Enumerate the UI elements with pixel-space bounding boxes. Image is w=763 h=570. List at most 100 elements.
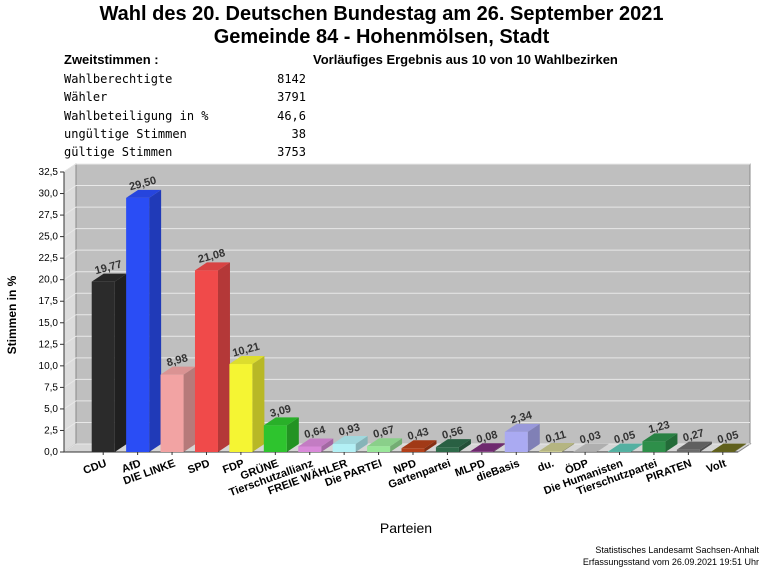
bar-top (263, 417, 299, 426)
stat-value: 8142 (277, 72, 306, 86)
y-tick-label: 10,0 (39, 361, 59, 372)
grid-line-side (63, 185, 77, 194)
bar-side (321, 438, 334, 452)
grid-line-side (63, 314, 77, 324)
bar-value-label: 0,43 (406, 426, 430, 443)
bar-value-label: 0,93 (337, 422, 361, 439)
y-tick-label: 25,0 (39, 232, 59, 243)
grid-line-side (63, 335, 77, 345)
stats-table: Wahlberechtigte 8142 Wähler 3791 Wahlbet… (64, 72, 306, 163)
bar-top (332, 435, 368, 444)
bar-value-label: 0,08 (475, 429, 499, 446)
bar (229, 364, 253, 452)
grid-line-side (63, 443, 77, 453)
grid-line-side (63, 206, 77, 216)
bar-top (608, 443, 644, 452)
stat-label: ungültige Stimmen (64, 126, 187, 141)
stat-label: gültige Stimmen (64, 145, 173, 160)
bar-side (527, 423, 540, 452)
y-tick-label: 12,5 (39, 339, 59, 350)
stat-value: 46,6 (277, 108, 306, 123)
bar-top (573, 443, 609, 452)
section-label: Zweitstimmen : (64, 52, 159, 67)
bar (332, 443, 356, 452)
bar-side (424, 440, 437, 452)
bar-top (367, 438, 403, 447)
bar-value-label: 0,67 (372, 424, 396, 441)
bar-side (217, 262, 230, 452)
grid-line-side (63, 292, 77, 302)
chart-title-line1: Wahl des 20. Deutschen Bundestag am 26. … (99, 3, 664, 25)
bar (539, 451, 563, 452)
stat-label: Wahlbeteiligung in % (64, 108, 209, 123)
footer-source: Statistisches Landesamt Sachsen-Anhalt (595, 545, 759, 555)
bar-value-label: 3,09 (269, 403, 293, 420)
x-tick-label: Volt (705, 457, 728, 475)
bar-top (160, 366, 196, 375)
bar-top (676, 441, 712, 450)
bar-top (194, 262, 230, 271)
bar-value-label: 0,05 (716, 429, 740, 446)
stat-row: Wahlberechtigte 8142 (64, 72, 306, 90)
bar-side (390, 438, 403, 452)
bar-side (252, 356, 265, 452)
bar (470, 451, 494, 452)
bar (160, 374, 184, 452)
bar (194, 270, 218, 452)
x-axis-label: Parteien (379, 520, 433, 536)
bar (401, 448, 425, 452)
y-tick-label: 22,5 (39, 253, 59, 264)
footer-timestamp: Erfassungsstand vom 26.09.2021 19:51 Uhr (582, 557, 759, 567)
grid-line-side (63, 228, 77, 238)
y-tick-label: 32,5 (39, 167, 59, 178)
bar-value-label: 0,03 (578, 429, 602, 446)
y-tick-label: 17,5 (39, 296, 59, 307)
bar-side (734, 443, 747, 452)
y-tick-label: 27,5 (39, 210, 59, 221)
bar (91, 281, 115, 452)
bar-side (665, 433, 678, 452)
y-tick-label: 15,0 (39, 318, 59, 329)
plot-side-wall (63, 163, 77, 453)
stat-value: 38 (291, 126, 306, 141)
x-tick-label: du. (536, 458, 556, 475)
bar-side (596, 443, 609, 452)
stat-row: ungültige Stimmen 38 (64, 127, 306, 145)
stat-label: Wahlberechtigte (64, 72, 173, 86)
result-status: Vorläufiges Ergebnis aus 10 von 10 Wahlb… (313, 52, 618, 67)
bar (676, 449, 700, 452)
bar-side (631, 443, 644, 452)
y-tick-label: 0,0 (44, 447, 58, 458)
bar-value-label: 0,64 (303, 424, 328, 441)
bar-top (229, 356, 265, 365)
chart-title-line2: Gemeinde 84 - Hohenmölsen, Stadt (213, 26, 550, 48)
stat-label: Wähler (64, 90, 108, 105)
bar-side (183, 366, 196, 452)
bar-value-label: 0,05 (613, 429, 637, 446)
bar (504, 431, 528, 452)
bar-top (435, 439, 471, 448)
bar (126, 197, 150, 452)
bar-top (91, 273, 127, 282)
bar-side (355, 435, 368, 452)
bar (435, 447, 459, 452)
bar-top (126, 189, 162, 198)
x-tick-label: CDU (82, 458, 109, 477)
stat-row: gültige Stimmen 3753 (64, 145, 306, 163)
x-tick-label: SPD (186, 458, 211, 477)
y-axis-label: Stimmen in % (5, 275, 19, 355)
bar-value-label: 0,56 (441, 425, 465, 442)
bar-side (493, 443, 506, 452)
bar-value-label: 8,98 (165, 352, 189, 369)
bar-side (458, 439, 471, 452)
grid-line-side (63, 163, 77, 173)
bar-value-label: 0,11 (544, 429, 567, 446)
bar-top (470, 443, 506, 452)
grid-line-side (63, 271, 77, 281)
bar-side (699, 441, 712, 452)
bar-top (401, 440, 437, 449)
y-tick-label: 20,0 (39, 275, 59, 286)
bar-value-label: 2,34 (510, 409, 535, 426)
grid-line-side (63, 400, 77, 410)
